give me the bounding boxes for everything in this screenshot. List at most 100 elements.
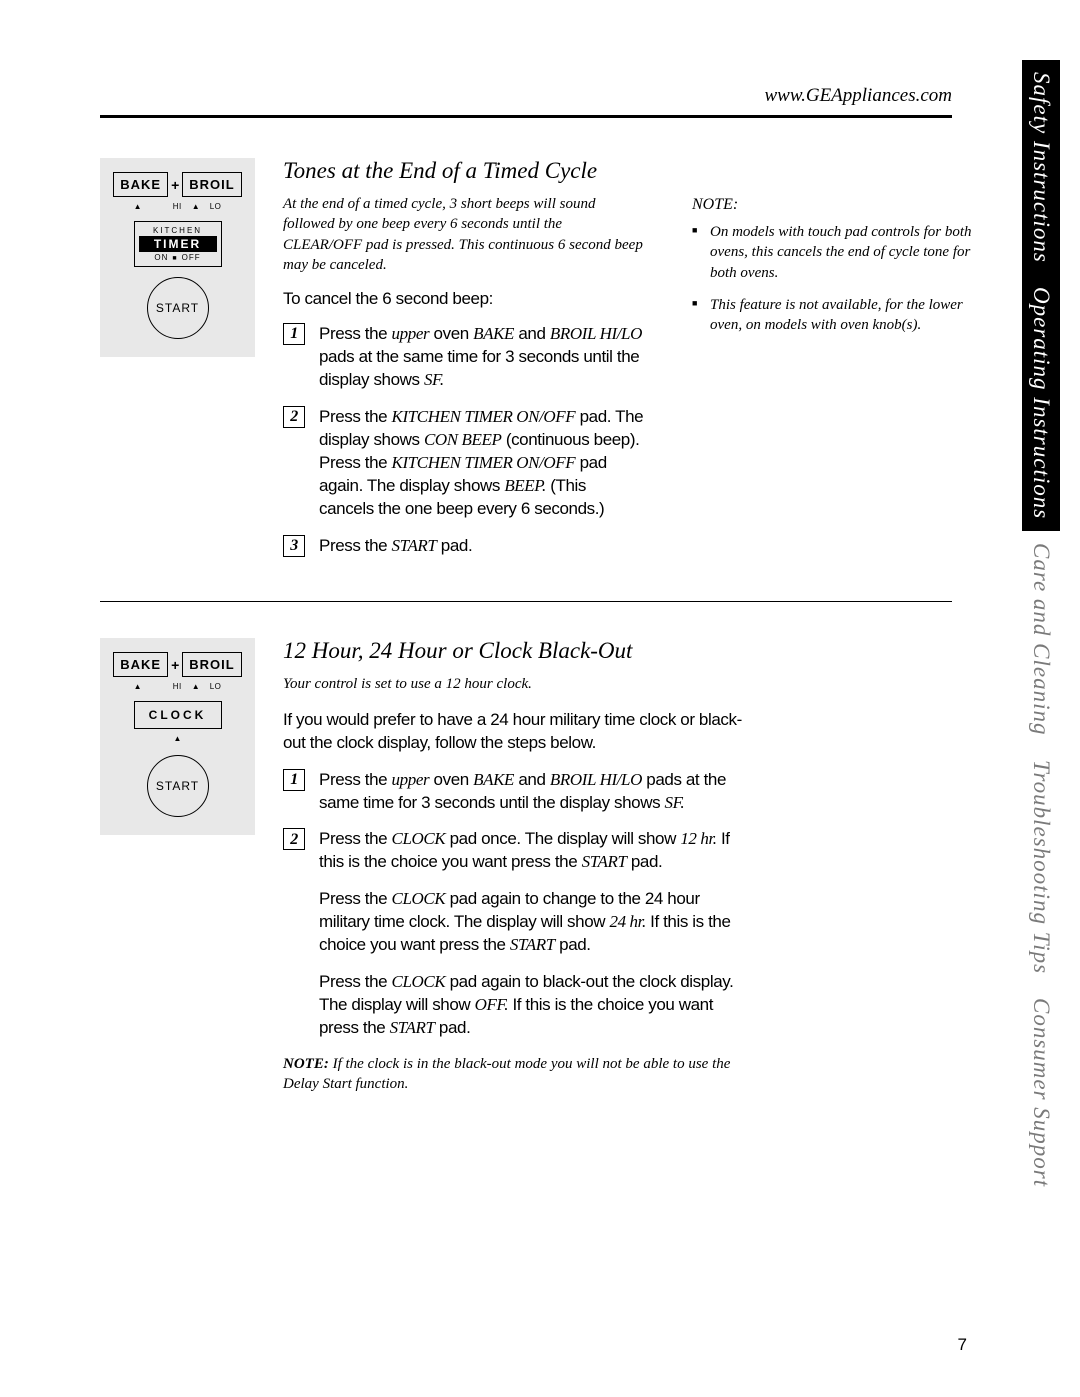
t: CLOCK — [392, 972, 446, 991]
plus-icon: + — [171, 177, 179, 193]
step-1: 1 Press the upper oven BAKE and BROIL HI… — [283, 769, 744, 815]
tab-consumer[interactable]: Consumer Support — [1022, 986, 1060, 1199]
t: SF. — [424, 370, 444, 389]
step-text: Press the KITCHEN TIMER ON/OFF pad. The … — [319, 406, 644, 521]
t: Press the — [319, 407, 392, 426]
t: START — [392, 536, 437, 555]
clock-button: CLOCK — [134, 701, 222, 729]
t: BAKE — [473, 770, 514, 789]
start-button: START — [147, 277, 209, 339]
off-label: OFF — [182, 253, 201, 262]
t: Press the — [319, 889, 392, 908]
note-heading: NOTE: — [692, 196, 992, 214]
t: CLOCK — [392, 829, 446, 848]
t: 24 hr. — [609, 912, 645, 931]
t: and — [514, 770, 550, 789]
t: CON BEEP — [424, 430, 502, 449]
page-number: 7 — [958, 1335, 967, 1355]
side-tabs: Safety Instructions Operating Instructio… — [1022, 0, 1080, 1397]
section-title: 12 Hour, 24 Hour or Clock Black-Out — [283, 638, 744, 664]
t: START — [510, 935, 555, 954]
note-bullet: This feature is not available, for the l… — [692, 295, 992, 336]
t: KITCHEN TIMER ON/OFF — [392, 453, 576, 472]
header-url: www.GEAppliances.com — [100, 85, 992, 107]
t: pad. — [436, 536, 472, 555]
bake-broil-row: BAKE + BROIL — [112, 172, 243, 197]
up-arrow-icon — [134, 201, 142, 211]
bake-button: BAKE — [113, 172, 168, 197]
note-bullet: On models with touch pad controls for bo… — [692, 222, 992, 283]
step-number: 2 — [283, 406, 305, 428]
t: pad. — [627, 852, 663, 871]
tab-safety[interactable]: Safety Instructions — [1022, 60, 1060, 275]
plus-icon: + — [171, 657, 179, 673]
hi-label: HI — [173, 682, 182, 691]
on-label: ON — [154, 253, 168, 262]
note-text: If the clock is in the black-out mode yo… — [283, 1056, 730, 1092]
square-icon — [172, 253, 177, 262]
up-arrow-icon — [112, 733, 243, 743]
section-title: Tones at the End of a Timed Cycle — [283, 158, 644, 184]
text-column: Tones at the End of a Timed Cycle At the… — [283, 158, 664, 571]
t: pad. — [555, 935, 591, 954]
step-number: 1 — [283, 769, 305, 791]
tab-care[interactable]: Care and Cleaning — [1022, 531, 1060, 747]
timer-button: KITCHEN TIMER ON OFF — [134, 221, 222, 267]
control-panel: BAKE + BROIL HI LO CLOCK START — [100, 638, 255, 835]
t: pad. — [435, 1018, 471, 1037]
up-arrow-icon — [192, 201, 200, 211]
step-3: 3 Press the START pad. — [283, 535, 644, 558]
t: Press the — [319, 324, 392, 343]
t: START — [390, 1018, 435, 1037]
t: BEEP. — [504, 476, 546, 495]
t: CLOCK — [392, 889, 446, 908]
t: Press the — [319, 972, 392, 991]
note-label: NOTE: — [283, 1056, 329, 1072]
intro-text: Your control is set to use a 12 hour clo… — [283, 674, 744, 694]
t: oven — [429, 770, 473, 789]
t: START — [582, 852, 627, 871]
note-column: NOTE: On models with touch pad controls … — [692, 158, 992, 571]
lo-label: LO — [210, 682, 222, 691]
t: KITCHEN TIMER ON/OFF — [392, 407, 576, 426]
t: BROIL HI/LO — [550, 324, 642, 343]
broil-button: BROIL — [182, 652, 241, 677]
step-text: Press the CLOCK pad once. The display wi… — [319, 828, 744, 874]
divider — [100, 601, 952, 602]
tab-operating[interactable]: Operating Instructions — [1022, 275, 1060, 531]
end-note: NOTE: If the clock is in the black-out m… — [283, 1054, 744, 1095]
panel-column: BAKE + BROIL HI LO KITCHEN — [100, 158, 255, 571]
page: www.GEAppliances.com BAKE + BROIL HI — [0, 0, 1080, 1397]
section-tones: BAKE + BROIL HI LO KITCHEN — [100, 158, 992, 571]
step-text: Press the upper oven BAKE and BROIL HI/L… — [319, 323, 644, 392]
step-number: 2 — [283, 828, 305, 850]
timer-label: TIMER — [139, 236, 217, 252]
content-area: www.GEAppliances.com BAKE + BROIL HI — [0, 0, 1022, 1397]
hi-label: HI — [173, 202, 182, 211]
arrows-row: HI LO — [112, 201, 243, 211]
bake-button: BAKE — [113, 652, 168, 677]
t: upper — [392, 324, 430, 343]
step-1: 1 Press the upper oven BAKE and BROIL HI… — [283, 323, 644, 392]
arrows-row: HI LO — [112, 681, 243, 691]
text-column: 12 Hour, 24 Hour or Clock Black-Out Your… — [283, 638, 744, 1094]
divider — [100, 115, 952, 118]
t: BAKE — [473, 324, 514, 343]
step-text: Press the upper oven BAKE and BROIL HI/L… — [319, 769, 744, 815]
lead-text: To cancel the 6 second beep: — [283, 289, 644, 309]
tab-troubleshooting[interactable]: Troubleshooting Tips — [1022, 748, 1060, 986]
t: BROIL HI/LO — [550, 770, 642, 789]
paragraph: Press the CLOCK pad again to change to t… — [283, 888, 744, 957]
step-number: 3 — [283, 535, 305, 557]
on-off-row: ON OFF — [137, 253, 219, 262]
step-number: 1 — [283, 323, 305, 345]
t: pads at the same time for 3 seconds unti… — [319, 347, 639, 389]
intro-text: At the end of a timed cycle, 3 short bee… — [283, 194, 644, 275]
t: and — [514, 324, 550, 343]
step-2: 2 Press the CLOCK pad once. The display … — [283, 828, 744, 874]
hi-lo-labels: HI LO — [173, 681, 222, 691]
start-button: START — [147, 755, 209, 817]
lead-text: If you would prefer to have a 24 hour mi… — [283, 709, 744, 755]
step-text: Press the START pad. — [319, 535, 644, 558]
spacer-column — [772, 638, 992, 1094]
